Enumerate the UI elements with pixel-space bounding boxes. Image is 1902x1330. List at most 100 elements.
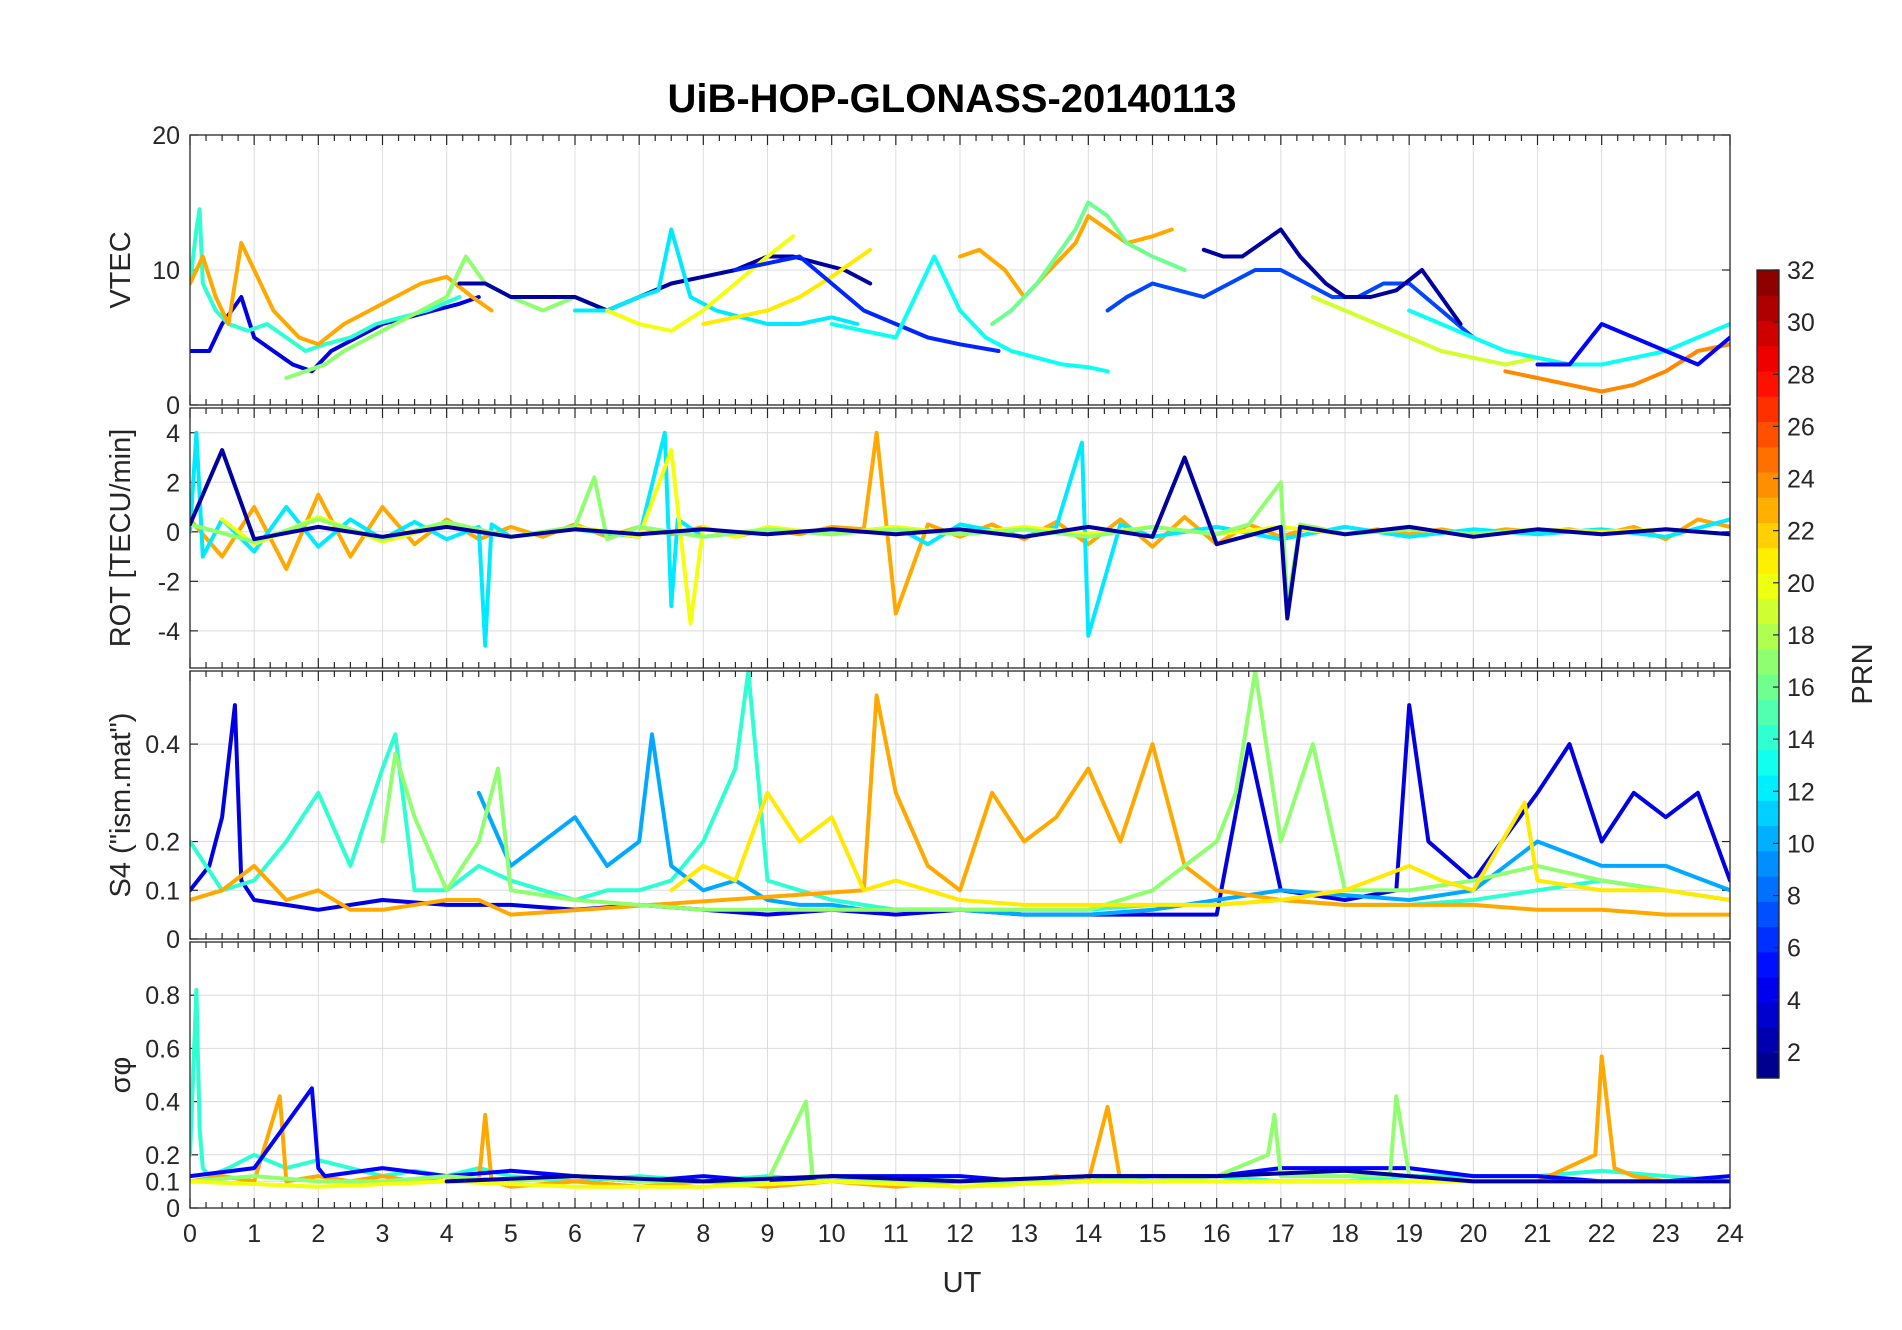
y-tick-label: 0.2 [145, 829, 180, 857]
series-prn-23 [190, 693, 1730, 917]
colorbar-step [1757, 674, 1779, 700]
y-tick-label: 0 [166, 519, 180, 547]
panel-frame [189, 941, 1731, 1209]
panel-2: -4 -2 0 2 4 ROT [TECU/min] [105, 407, 1731, 669]
x-tick-label: 6 [568, 1220, 582, 1248]
x-axis: 0 1 2 3 4 5 6 7 8 9 10 11 12 13 14 15 16 17 18 19 20 21 22 23 24 [183, 1220, 1744, 1248]
colorbar-tick-label: 2 [1787, 1039, 1801, 1067]
colorbar-step [1757, 977, 1779, 1003]
series-prn-17 [380, 671, 1730, 912]
panel-frame [189, 670, 1731, 940]
y-axis-label: ROT [TECU/min] [105, 429, 137, 648]
y-tick-label: -4 [158, 618, 180, 646]
colorbar-tick-label: 22 [1787, 518, 1815, 546]
x-tick-label: 4 [440, 1220, 454, 1248]
series-prn-19 [1310, 295, 1572, 367]
colorbar-tick-label: 18 [1787, 622, 1815, 650]
colorbar-tick-label: 8 [1787, 883, 1801, 911]
y-tick-label: 0.4 [145, 731, 180, 759]
panel-traces [190, 430, 1730, 648]
colorbar-step [1757, 1052, 1779, 1079]
colorbar-step [1757, 270, 1779, 296]
colorbar-step [1757, 775, 1779, 801]
colorbar-step [1757, 876, 1779, 902]
series-prn-5 [190, 1086, 1730, 1184]
x-tick-label: 19 [1395, 1220, 1423, 1248]
series-prn-2 [457, 254, 873, 313]
x-tick-label: 10 [818, 1220, 846, 1248]
series-prn-16 [990, 200, 1187, 326]
colorbar-step [1757, 497, 1779, 524]
series-prn-6 [733, 254, 1001, 353]
y-tick-label: 0.4 [145, 1089, 180, 1117]
x-tick-label: 24 [1716, 1220, 1744, 1248]
panel-traces [190, 200, 1730, 394]
colorbar-step [1757, 951, 1779, 978]
x-tick-label: 0 [183, 1220, 197, 1248]
series-prn-23 [190, 241, 494, 347]
colorbar-tick-label: 32 [1787, 257, 1815, 285]
series-prn-2 [1201, 227, 1463, 326]
colorbar-step [1757, 724, 1779, 751]
series-prn-14 [190, 207, 462, 353]
colorbar-step [1757, 825, 1779, 852]
colorbar-tick-label: 16 [1787, 674, 1815, 702]
colorbar-frame [1756, 269, 1780, 1079]
x-tick-label: 20 [1459, 1220, 1487, 1248]
colorbar-step [1757, 472, 1779, 498]
y-tick-label: 0.1 [145, 1168, 180, 1196]
x-tick-label: 21 [1524, 1220, 1552, 1248]
panel-frame [189, 407, 1731, 669]
colorbar-step [1757, 396, 1779, 423]
colorbar-step [1757, 547, 1779, 574]
y-tick-label: 0 [166, 392, 180, 420]
series-prn-5 [1535, 322, 1730, 367]
y-tick-label: 0.8 [145, 982, 180, 1010]
x-tick-label: 11 [883, 1220, 909, 1248]
x-tick-label: 2 [311, 1220, 325, 1248]
colorbar-step [1757, 320, 1779, 347]
colorbar-step [1757, 648, 1779, 675]
x-axis-label: UT [943, 1267, 982, 1299]
colorbar-tick-label: 20 [1787, 570, 1815, 598]
colorbar-tick-label: 24 [1787, 466, 1815, 494]
colorbar-step [1757, 573, 1779, 599]
y-tick-label: -2 [158, 568, 180, 596]
y-tick-label: 10 [152, 257, 180, 285]
x-tick-label: 7 [632, 1220, 646, 1248]
y-tick-label: 20 [152, 122, 180, 150]
series-prn-2 [444, 1168, 1730, 1184]
series-prn-21 [669, 790, 1730, 907]
y-axis-label: VTEC [105, 231, 137, 308]
series-prn-23 [958, 214, 1174, 299]
x-tick-label: 23 [1652, 1220, 1680, 1248]
colorbar-step [1757, 1027, 1779, 1054]
colorbar-step [1757, 850, 1779, 877]
colorbar-label: PRN [1847, 643, 1879, 704]
x-tick-label: 15 [1139, 1220, 1167, 1248]
colorbar-tick-label: 30 [1787, 309, 1815, 337]
colorbar-step [1757, 295, 1779, 322]
colorbar-tick-label: 26 [1787, 413, 1815, 441]
panel-1: 0 10 20 VTEC [105, 122, 1731, 420]
series-prn-13 [829, 254, 1110, 374]
y-tick-label: 2 [166, 469, 180, 497]
colorbar-step [1757, 522, 1779, 549]
x-tick-label: 16 [1203, 1220, 1231, 1248]
colorbar-step [1757, 446, 1779, 473]
x-tick-label: 8 [696, 1220, 710, 1248]
y-axis-label: σφ [105, 1057, 137, 1094]
colorbar-step [1757, 699, 1779, 726]
x-tick-label: 18 [1331, 1220, 1359, 1248]
colorbar-tick-label: 10 [1787, 830, 1815, 858]
panel-traces [190, 671, 1730, 917]
colorbar-step [1757, 749, 1779, 776]
y-tick-label: 0 [166, 926, 180, 954]
series-prn-24 [1503, 342, 1730, 394]
series-prn-12 [573, 227, 860, 326]
series-prn-17 [284, 254, 610, 380]
colorbar-step [1757, 371, 1779, 397]
